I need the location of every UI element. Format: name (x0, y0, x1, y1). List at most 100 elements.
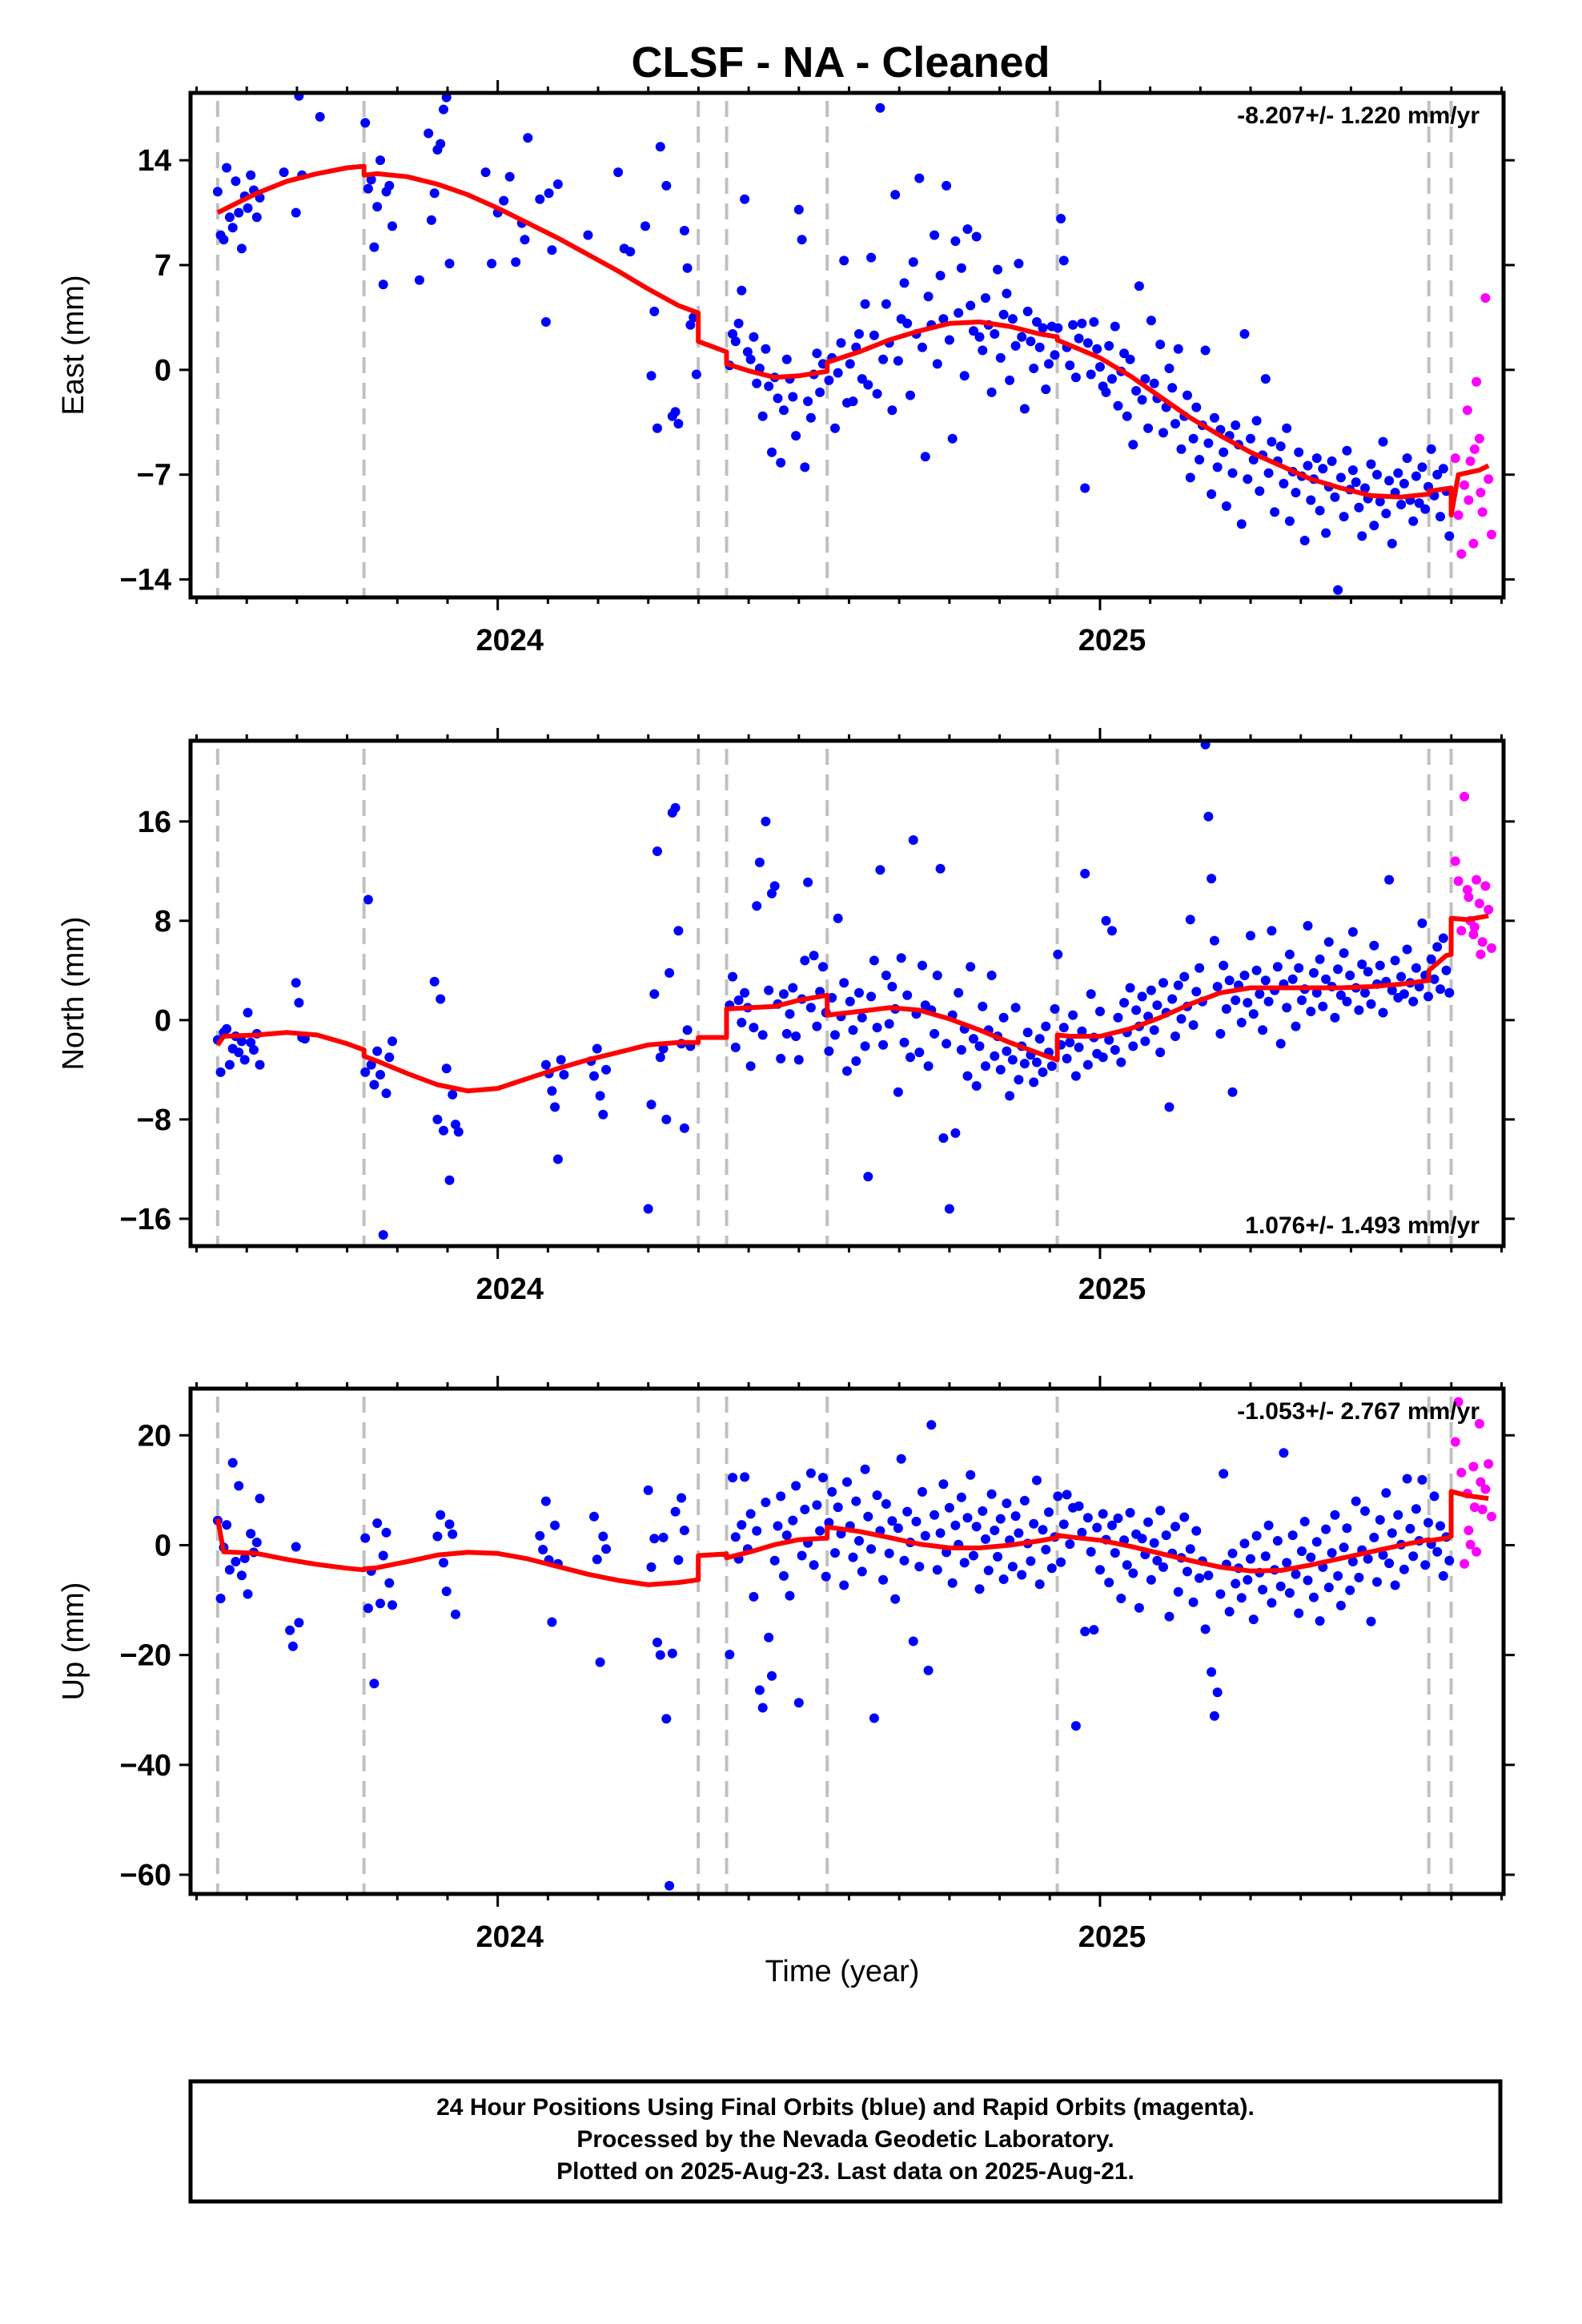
east-final-orbit-point (1299, 536, 1310, 545)
east-final-orbit-point (1321, 528, 1331, 538)
up-final-orbit-point (1212, 1687, 1223, 1698)
north-final-orbit-point (1246, 931, 1255, 941)
east-final-orbit-point (1092, 344, 1102, 354)
north-final-orbit-point (1080, 868, 1090, 879)
north-final-orbit-point (1297, 995, 1307, 1005)
up-final-orbit-point (993, 1551, 1003, 1562)
north-final-orbit-point (932, 971, 942, 980)
north-final-orbit-point (369, 1080, 379, 1090)
east-final-orbit-point (1347, 465, 1358, 476)
north-final-orbit-point (791, 1031, 801, 1041)
north-final-orbit-point (1260, 975, 1271, 986)
up-final-orbit-point (384, 1578, 395, 1588)
east-final-orbit-point (1158, 428, 1168, 438)
up-final-orbit-point (884, 1548, 894, 1558)
up-final-orbit-point (1378, 1550, 1388, 1560)
up-final-orbit-point (1399, 1564, 1409, 1574)
east-final-orbit-point (791, 431, 801, 441)
north-final-orbit-point (875, 865, 885, 875)
east-final-orbit-point (552, 179, 563, 189)
east-final-orbit-point (917, 342, 927, 352)
east-final-orbit-point (1279, 478, 1289, 489)
north-final-orbit-point (969, 1034, 978, 1044)
up-final-orbit-point (1258, 1585, 1268, 1594)
up-final-orbit-point (1065, 1539, 1075, 1550)
east-final-orbit-point (436, 139, 446, 149)
up-final-orbit-point (1053, 1491, 1063, 1502)
up-panel: 20 0 −20 −40 −60 2024 2025 Up (mm) -1.053+/- 2.7… (57, 1376, 1515, 1954)
east-final-orbit-point (848, 396, 858, 407)
up-frame (188, 1386, 1506, 1896)
east-final-orbit-point (691, 369, 701, 380)
north-final-orbit-point (1019, 1059, 1030, 1069)
north-final-orbit-point (1086, 989, 1096, 999)
east-rapid-orbit-point (1476, 488, 1486, 498)
east-final-orbit-point (227, 223, 238, 233)
up-final-orbit-point (839, 1580, 849, 1590)
up-final-orbit-point (878, 1574, 889, 1585)
east-y-tick-label: −7 (137, 459, 171, 493)
up-final-orbit-point (776, 1491, 786, 1502)
up-final-orbit-point (1417, 1474, 1427, 1485)
north-final-orbit-point (1224, 975, 1235, 986)
up-final-orbit-point (812, 1500, 822, 1510)
north-final-orbit-point (1243, 998, 1253, 1008)
up-final-orbit-point (1038, 1525, 1048, 1535)
east-final-orbit-point (1188, 433, 1199, 444)
east-final-orbit-point (824, 375, 834, 385)
east-final-orbit-point (219, 235, 229, 245)
up-final-orbit-point (1062, 1490, 1072, 1500)
north-final-orbit-point (1227, 1087, 1238, 1097)
up-final-orbit-point (908, 1636, 918, 1647)
up-final-orbit-point (872, 1490, 882, 1501)
up-final-orbit-point (1149, 1538, 1159, 1548)
east-final-orbit-point (1143, 423, 1154, 433)
up-final-orbit-point (793, 1698, 804, 1708)
up-final-orbit-point (661, 1714, 672, 1724)
east-final-orbit-point (369, 242, 379, 252)
up-final-orbit-point (589, 1511, 599, 1522)
east-final-orbit-point (978, 345, 988, 356)
east-final-orbit-point (1200, 345, 1211, 356)
east-final-orbit-point (899, 278, 909, 288)
up-final-orbit-point (1122, 1560, 1132, 1570)
north-final-orbit-point (1417, 918, 1427, 928)
east-final-orbit-point (1086, 369, 1096, 380)
up-final-orbit-point (857, 1566, 867, 1577)
up-final-orbit-point (1438, 1570, 1448, 1581)
up-final-orbit-point (950, 1520, 961, 1530)
east-final-orbit-point (661, 180, 672, 191)
east-final-orbit-point (990, 329, 1000, 339)
east-final-orbit-point (993, 264, 1003, 275)
up-final-orbit-point (938, 1479, 949, 1490)
north-final-orbit-point (1284, 949, 1295, 959)
east-final-orbit-point (291, 207, 301, 218)
north-final-orbit-point (974, 1041, 985, 1051)
up-final-orbit-point (983, 1566, 994, 1575)
up-final-orbit-point (677, 1493, 687, 1503)
east-rapid-orbit-point (1460, 480, 1470, 490)
north-final-orbit-point (857, 1012, 867, 1023)
north-final-orbit-point (682, 1025, 693, 1035)
up-final-orbit-point (966, 1470, 976, 1480)
up-final-orbit-point (788, 1515, 798, 1526)
north-final-orbit-point (372, 1046, 383, 1056)
north-final-orbit-point (842, 1066, 852, 1076)
east-final-orbit-point (520, 235, 530, 245)
up-final-orbit-point (1074, 1501, 1084, 1511)
up-final-orbit-point (833, 1502, 843, 1513)
east-panel: 14 7 0 −7 −14 2024 2025 East (mm) -8.207+/- 1.22… (57, 80, 1515, 657)
up-final-orbit-point (1248, 1614, 1259, 1625)
up-final-orbit-point (944, 1502, 954, 1513)
up-rapid-orbit-point (1484, 1459, 1494, 1469)
east-final-orbit-point (1134, 281, 1144, 292)
east-final-orbit-point (1369, 521, 1379, 531)
north-final-orbit-point (781, 1028, 792, 1039)
up-final-orbit-point (881, 1499, 891, 1509)
east-final-orbit-point (1195, 455, 1205, 464)
east-final-orbit-point (487, 259, 497, 269)
east-final-orbit-point (1432, 469, 1443, 480)
up-final-orbit-point (764, 1632, 774, 1642)
up-final-orbit-point (887, 1516, 897, 1526)
up-final-orbit-point (1227, 1548, 1238, 1558)
